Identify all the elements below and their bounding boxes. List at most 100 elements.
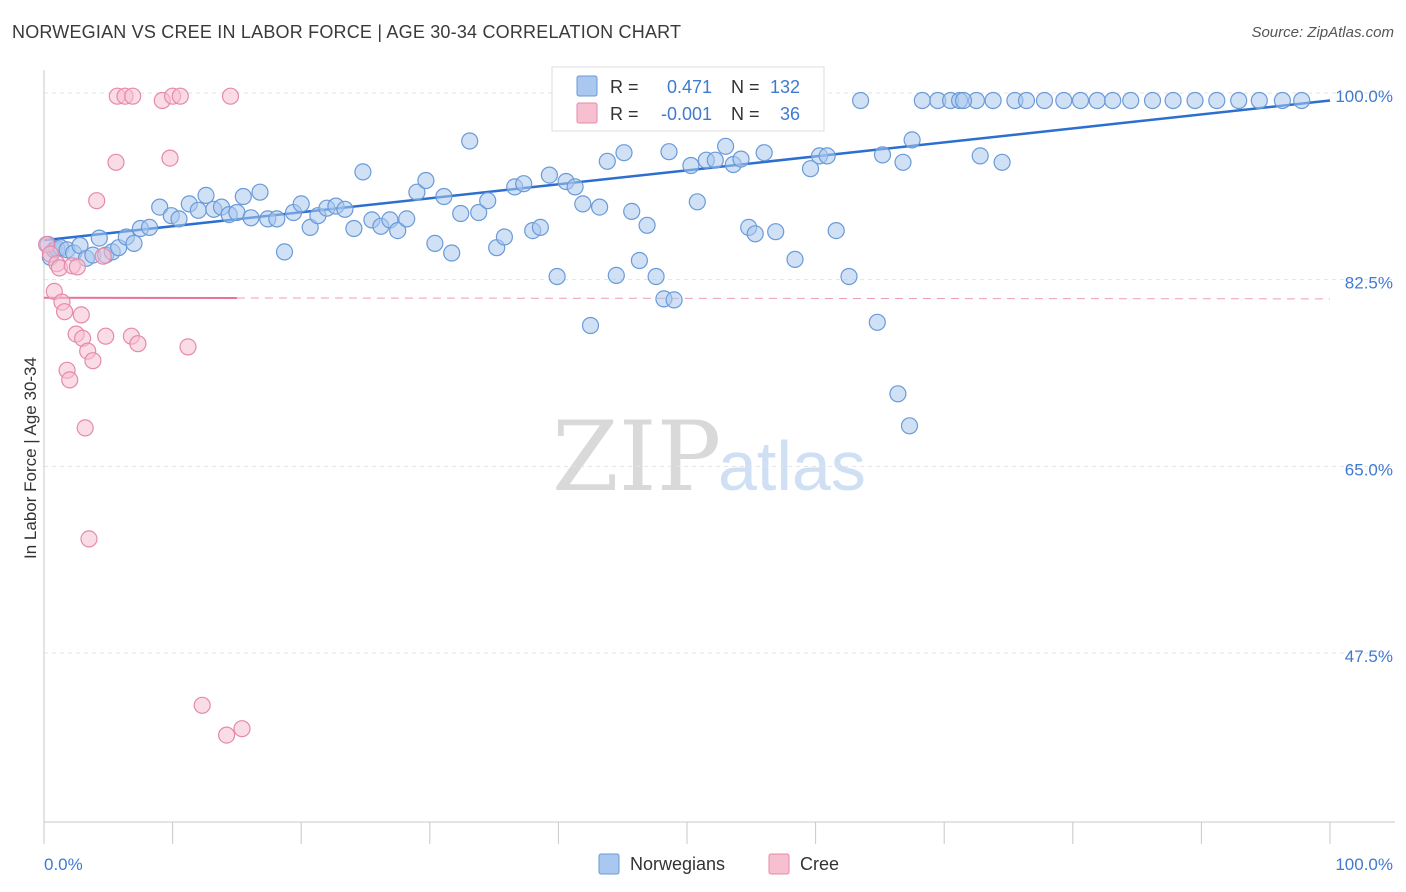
norwegians-point bbox=[515, 175, 533, 193]
cree-point bbox=[97, 327, 115, 345]
legend-r-label: R = bbox=[610, 104, 639, 124]
series-legend-cree: Cree bbox=[800, 854, 839, 874]
norwegians-point bbox=[755, 144, 773, 162]
norwegians-point bbox=[531, 218, 550, 236]
cree-trend-dashed bbox=[236, 297, 1331, 300]
norwegians-point bbox=[1071, 91, 1090, 110]
y-axis-label: In Labor Force | Age 30-34 bbox=[21, 357, 40, 559]
norwegians-point bbox=[706, 151, 724, 169]
legend-r-value: 0.471 bbox=[667, 77, 712, 97]
cree-point bbox=[179, 338, 197, 356]
norwegians-point bbox=[398, 210, 416, 228]
norwegians-point bbox=[868, 313, 886, 331]
norwegians-point bbox=[189, 201, 207, 219]
axes bbox=[43, 70, 1395, 844]
series-norwegians bbox=[39, 91, 1311, 435]
norwegians-point bbox=[566, 178, 584, 196]
norwegians-point bbox=[548, 267, 566, 286]
norwegians-point bbox=[140, 218, 159, 236]
norwegians-point bbox=[435, 187, 453, 206]
norwegians-point bbox=[716, 137, 735, 155]
norwegians-point bbox=[1122, 91, 1140, 110]
norwegians-point bbox=[971, 147, 989, 165]
norwegians-point bbox=[900, 417, 919, 435]
norwegians-point bbox=[389, 222, 407, 240]
correlation-legend: R = 0.471 N = 132 R = -0.001 N = 36 bbox=[551, 66, 825, 132]
norwegians-point bbox=[1088, 91, 1106, 110]
norwegians-point bbox=[688, 193, 706, 211]
cree-point bbox=[84, 352, 102, 370]
y-tick-label: 47.5% bbox=[1345, 647, 1393, 666]
norwegians-point bbox=[638, 216, 656, 234]
y-tick-label: 82.5% bbox=[1345, 274, 1393, 293]
norwegians-point bbox=[1035, 91, 1054, 110]
norwegians-point bbox=[840, 267, 858, 286]
norwegians-point bbox=[827, 222, 845, 240]
gridlines bbox=[44, 92, 1395, 654]
norwegians-point bbox=[443, 244, 461, 262]
norwegians-point bbox=[1186, 91, 1204, 110]
norwegians-point bbox=[630, 251, 649, 270]
norwegians-point bbox=[125, 234, 143, 252]
norwegians-point bbox=[452, 204, 470, 223]
series-legend-swatch-norwegians bbox=[598, 853, 620, 875]
norwegians-point bbox=[479, 192, 497, 210]
norwegians-point bbox=[417, 171, 435, 190]
cree-point bbox=[80, 530, 98, 548]
norwegians-point bbox=[894, 153, 912, 171]
cree-point bbox=[68, 258, 87, 276]
norwegians-point bbox=[1104, 91, 1122, 110]
chart-title: NORWEGIAN VS CREE IN LABOR FORCE | AGE 3… bbox=[12, 22, 682, 42]
cree-point bbox=[94, 247, 112, 265]
cree-point bbox=[61, 371, 79, 389]
source-label: Source: ZipAtlas.com bbox=[1251, 24, 1394, 41]
legend-r-value: -0.001 bbox=[661, 104, 712, 124]
norwegians-point bbox=[786, 250, 804, 268]
norwegians-point bbox=[1164, 91, 1182, 110]
y-tick-label: 100.0% bbox=[1335, 87, 1393, 106]
norwegians-point bbox=[574, 195, 592, 213]
norwegians-point bbox=[732, 150, 750, 168]
norwegians-point bbox=[1208, 91, 1226, 110]
norwegians-point bbox=[1273, 91, 1292, 110]
cree-point bbox=[233, 720, 251, 738]
norwegians-point bbox=[590, 198, 609, 216]
norwegians-point bbox=[268, 210, 286, 228]
norwegians-point bbox=[746, 225, 764, 243]
norwegians-point bbox=[993, 153, 1011, 171]
norwegians-point bbox=[1230, 91, 1248, 110]
norwegians-point bbox=[660, 143, 678, 161]
y-tick-label: 65.0% bbox=[1345, 460, 1393, 479]
cree-point bbox=[72, 306, 90, 324]
legend-n-value: 36 bbox=[780, 104, 800, 124]
norwegians-point bbox=[251, 183, 269, 201]
norwegians-point bbox=[151, 198, 169, 216]
norwegians-point bbox=[1017, 91, 1036, 110]
x-tick-label: 0.0% bbox=[44, 855, 83, 874]
cree-point bbox=[88, 192, 106, 210]
norwegians-point bbox=[623, 202, 641, 220]
tick-labels: 100.0% 82.5% 65.0% 47.5% 0.0% 100.0% bbox=[44, 87, 1393, 874]
series-legend: Norwegians Cree bbox=[598, 853, 839, 875]
cree-point bbox=[221, 87, 240, 105]
data-points bbox=[37, 87, 1311, 744]
norwegians-point bbox=[354, 163, 372, 181]
x-tick-label: 100.0% bbox=[1335, 855, 1393, 874]
norwegians-point bbox=[408, 183, 426, 201]
cree-point bbox=[124, 87, 142, 105]
norwegians-point bbox=[242, 209, 260, 227]
norwegians-point bbox=[598, 152, 616, 170]
norwegians-point bbox=[984, 91, 1002, 110]
norwegians-point bbox=[1143, 91, 1162, 110]
norwegians-point bbox=[682, 156, 700, 175]
legend-n-label: N = bbox=[731, 104, 760, 124]
norwegians-point bbox=[1250, 91, 1268, 110]
norwegians-point bbox=[801, 160, 820, 178]
series-legend-swatch-cree bbox=[768, 853, 790, 875]
norwegians-point bbox=[1293, 91, 1311, 110]
norwegians-point bbox=[170, 210, 188, 228]
cree-point bbox=[218, 726, 236, 744]
norwegians-point bbox=[1055, 91, 1073, 110]
norwegians-point bbox=[495, 228, 513, 246]
norwegians-point bbox=[90, 229, 108, 247]
